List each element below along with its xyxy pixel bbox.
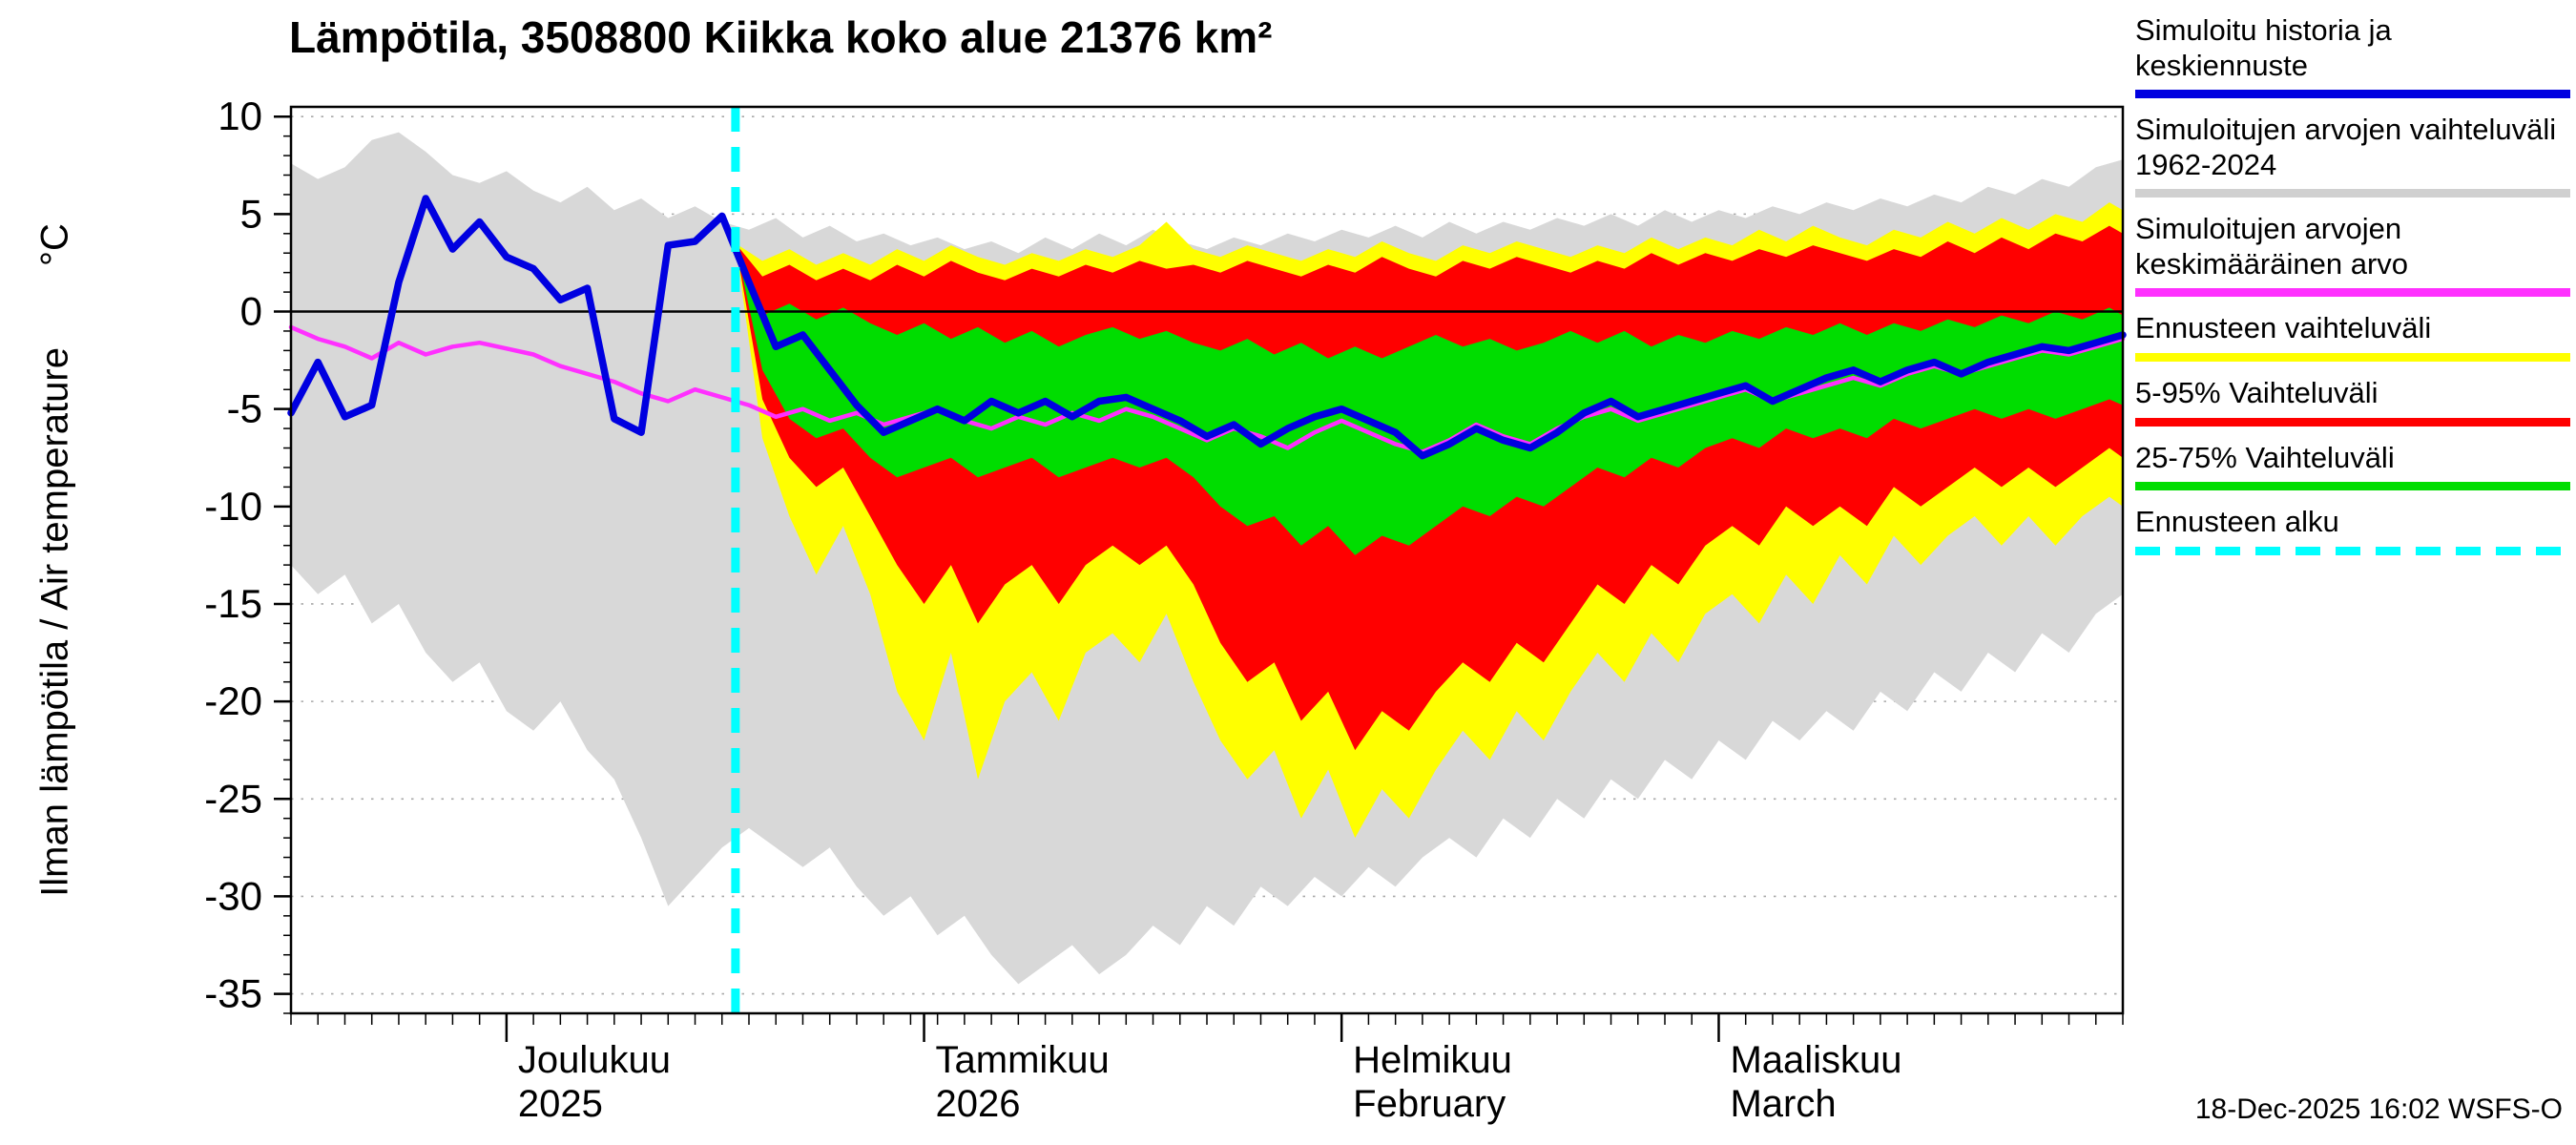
y-tick-label: 0 bbox=[240, 289, 262, 334]
y-tick-label: -35 bbox=[204, 971, 262, 1016]
legend-entry: Simuloitujen arvojen keskimääräinen arvo bbox=[2135, 212, 2570, 298]
line-history-and-mean-forecast bbox=[287, 195, 2127, 460]
y-tick-label: -15 bbox=[204, 581, 262, 626]
legend-line-swatch bbox=[2135, 482, 2570, 491]
footer-timestamp: 18-Dec-2025 16:02 WSFS-O bbox=[2194, 1093, 2563, 1125]
month-year-label: February bbox=[1353, 1083, 1506, 1125]
month-year-label: March bbox=[1730, 1083, 1836, 1125]
line-simulated-mean bbox=[288, 324, 2126, 454]
month-label: Helmikuu bbox=[1353, 1039, 1512, 1081]
y-tick-label: -25 bbox=[204, 776, 262, 821]
legend-entry: Simuloitujen arvojen vaihteluväli 1962-2… bbox=[2135, 113, 2570, 198]
y-tick-label: -5 bbox=[227, 386, 262, 431]
month-year-label: 2025 bbox=[518, 1083, 603, 1125]
legend-dashed-line-swatch bbox=[2135, 546, 2570, 555]
legend-line-swatch bbox=[2135, 417, 2570, 427]
y-tick-label: -20 bbox=[204, 678, 262, 723]
y-tick-label: -10 bbox=[204, 484, 262, 529]
legend-label: Ennusteen vaihteluväli bbox=[2135, 311, 2432, 345]
legend-label: 5-95% Vaihteluväli bbox=[2135, 376, 2379, 410]
chart-title: Lämpötila, 3508800 Kiikka koko alue 2137… bbox=[289, 12, 1273, 62]
legend-entry: 25-75% Vaihteluväli bbox=[2135, 441, 2570, 491]
legend-entry: 5-95% Vaihteluväli bbox=[2135, 376, 2570, 427]
month-label: Maaliskuu bbox=[1730, 1039, 1901, 1081]
y-tick-label: 5 bbox=[240, 191, 262, 236]
legend-entry: Ennusteen vaihteluväli bbox=[2135, 311, 2570, 363]
legend-line-swatch bbox=[2135, 353, 2570, 363]
band-range-25-75 bbox=[735, 243, 2123, 555]
legend-entry: Simuloitu historia ja keskiennuste bbox=[2135, 13, 2570, 99]
y-tick-label: 10 bbox=[218, 94, 262, 138]
chart-legend: Simuloitu historia ja keskiennuste Simulo… bbox=[2135, 13, 2570, 570]
legend-label: 25-75% Vaihteluväli bbox=[2135, 440, 2395, 474]
month-label: Tammikuu bbox=[936, 1039, 1110, 1081]
legend-line-swatch bbox=[2135, 90, 2570, 99]
month-label: Joulukuu bbox=[518, 1039, 671, 1081]
y-tick-label: -30 bbox=[204, 873, 262, 918]
month-year-label: 2026 bbox=[936, 1083, 1021, 1125]
legend-line-swatch bbox=[2135, 189, 2570, 198]
legend-label: Simuloitujen arvojen keskimääräinen arvo bbox=[2135, 212, 2409, 281]
legend-entry: Ennusteen alku bbox=[2135, 505, 2570, 555]
legend-line-swatch bbox=[2135, 288, 2570, 298]
legend-label: Ennusteen alku bbox=[2135, 505, 2339, 539]
legend-label: Simuloitu historia ja keskiennuste bbox=[2135, 13, 2392, 82]
legend-label: Simuloitujen arvojen vaihteluväli 1962-2… bbox=[2135, 113, 2557, 181]
